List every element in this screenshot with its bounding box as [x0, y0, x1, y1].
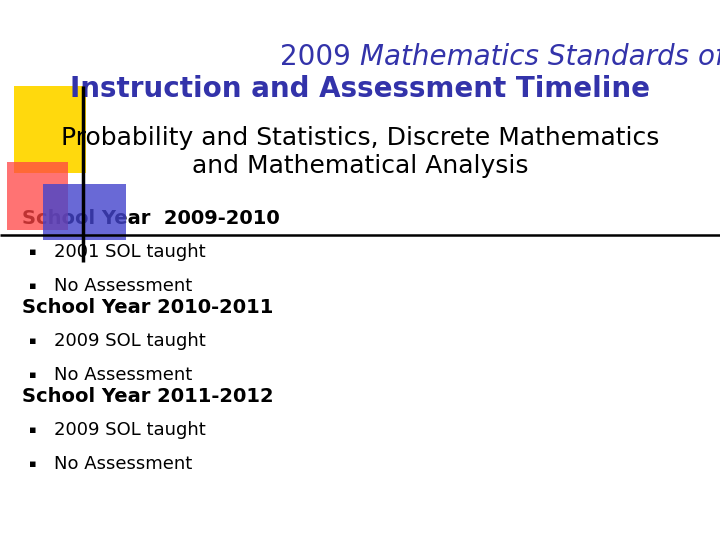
Text: ▪: ▪	[29, 336, 36, 346]
Bar	[7, 162, 68, 230]
Text: No Assessment: No Assessment	[54, 366, 192, 384]
Text: School Year  2009-2010: School Year 2009-2010	[22, 209, 279, 228]
Text: ▪: ▪	[29, 370, 36, 380]
Text: and Mathematical Analysis: and Mathematical Analysis	[192, 154, 528, 178]
Bar	[43, 184, 126, 240]
Text: 2001 SOL taught: 2001 SOL taught	[54, 243, 206, 261]
Text: No Assessment: No Assessment	[54, 276, 192, 295]
Text: ▪: ▪	[29, 247, 36, 257]
Text: Mathematics Standards of Learning: Mathematics Standards of Learning	[360, 43, 720, 71]
Text: ▪: ▪	[29, 426, 36, 435]
Text: School Year 2010-2011: School Year 2010-2011	[22, 298, 273, 318]
Text: Instruction and Assessment Timeline: Instruction and Assessment Timeline	[70, 75, 650, 103]
Text: No Assessment: No Assessment	[54, 455, 192, 473]
Text: 2009: 2009	[280, 43, 360, 71]
Text: ▪: ▪	[29, 281, 36, 291]
Text: 2009 SOL taught: 2009 SOL taught	[54, 421, 206, 440]
Text: ▪: ▪	[29, 459, 36, 469]
Bar	[14, 86, 86, 173]
Text: Probability and Statistics, Discrete Mathematics: Probability and Statistics, Discrete Mat…	[60, 126, 660, 150]
Text: School Year 2011-2012: School Year 2011-2012	[22, 387, 273, 407]
Text: 2009 SOL taught: 2009 SOL taught	[54, 332, 206, 350]
